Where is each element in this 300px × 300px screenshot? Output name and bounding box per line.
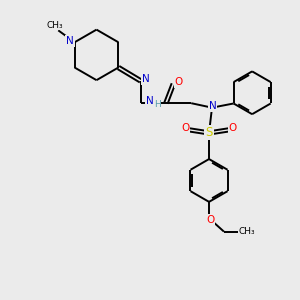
Text: O: O	[175, 77, 183, 87]
Text: S: S	[205, 126, 213, 140]
Text: N: N	[209, 101, 217, 111]
Text: H: H	[154, 100, 160, 109]
Text: CH₃: CH₃	[239, 227, 255, 236]
Text: O: O	[181, 123, 189, 133]
Text: O: O	[206, 215, 214, 225]
Text: CH₃: CH₃	[47, 20, 64, 29]
Text: N: N	[146, 96, 154, 106]
Text: O: O	[229, 123, 237, 133]
Text: N: N	[66, 36, 74, 46]
Text: N: N	[142, 74, 150, 84]
